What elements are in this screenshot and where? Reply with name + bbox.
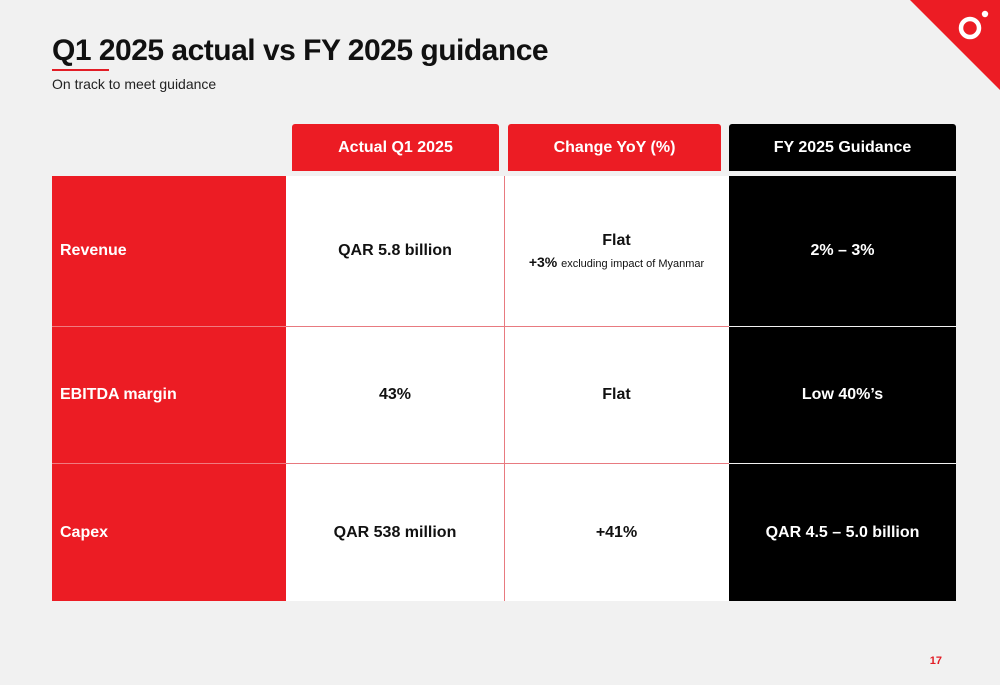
cell-value: 43%	[378, 386, 412, 403]
ooredoo-logo-icon	[910, 0, 1000, 90]
title-accent-line	[52, 69, 109, 71]
cell-capex-actual: QAR 538 million	[286, 464, 504, 601]
cell-revenue-guidance: 2% – 3%	[729, 176, 956, 326]
row-label-capex: Capex	[52, 464, 286, 601]
cell-ebitda-change: Flat	[504, 327, 729, 463]
cell-revenue-change: Flat +3% excluding impact of Myanmar	[504, 176, 729, 326]
page-subtitle: On track to meet guidance	[52, 76, 217, 92]
column-header-actual: Actual Q1 2025	[292, 124, 499, 171]
cell-value: QAR 538 million	[333, 523, 457, 541]
cell-note: +3% excluding impact of Myanmar	[529, 254, 704, 270]
cell-ebitda-actual: 43%	[286, 327, 504, 463]
page-title: Q1 2025 actual vs FY 2025 guidance	[52, 34, 549, 67]
cell-value: Low 40%’s	[801, 386, 884, 403]
cell-value: QAR 5.8 billion	[338, 242, 452, 259]
cell-value: +41%	[595, 523, 638, 541]
cell-value: Flat	[602, 386, 631, 403]
column-header-guidance: FY 2025 Guidance	[729, 124, 956, 171]
table-divider	[52, 463, 286, 464]
table-divider	[286, 326, 729, 327]
row-label-revenue: Revenue	[52, 176, 286, 326]
column-header-change: Change YoY (%)	[508, 124, 721, 171]
cell-value: QAR 4.5 – 5.0 billion	[765, 523, 920, 541]
page-number: 17	[929, 655, 942, 667]
row-label-ebitda: EBITDA margin	[52, 327, 286, 463]
table-divider	[286, 463, 729, 464]
note-text: excluding impact of Myanmar	[561, 258, 705, 270]
note-value: +3%	[528, 254, 558, 270]
cell-capex-change: +41%	[504, 464, 729, 601]
cell-ebitda-guidance: Low 40%’s	[729, 327, 956, 463]
table-divider	[504, 176, 505, 601]
cell-capex-guidance: QAR 4.5 – 5.0 billion	[729, 464, 956, 601]
cell-value: Flat	[602, 232, 631, 249]
table-divider	[52, 326, 286, 327]
cell-revenue-actual: QAR 5.8 billion	[286, 176, 504, 326]
cell-value: 2% – 3%	[810, 242, 875, 259]
